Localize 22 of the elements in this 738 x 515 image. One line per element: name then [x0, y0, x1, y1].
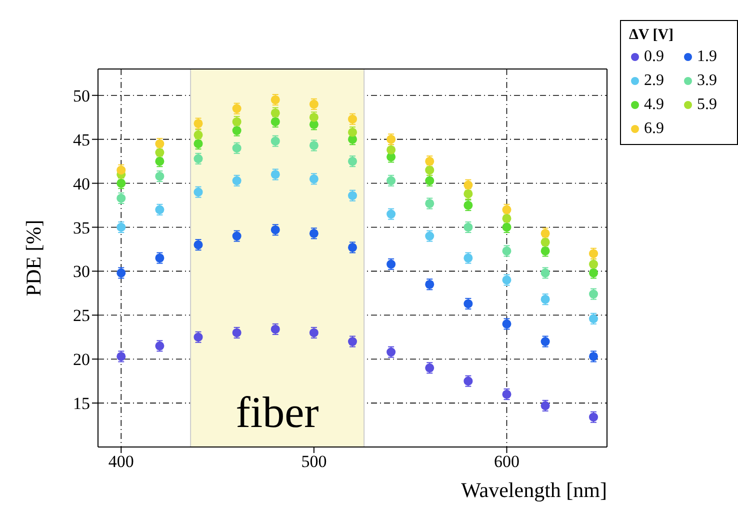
legend-label: 5.9	[697, 96, 717, 114]
legend-label: 2.9	[644, 72, 664, 90]
x-axis-title: Wavelength [nm]	[461, 478, 607, 502]
legend-label: 4.9	[644, 96, 664, 114]
band-label: fiber	[236, 388, 320, 437]
y-tick-label: 50	[73, 86, 90, 106]
y-tick-label: 20	[73, 350, 90, 370]
y-axis-title: PDE [%]	[21, 220, 46, 296]
y-tick-label: 40	[73, 174, 90, 194]
y-tick-label: 15	[73, 394, 90, 414]
legend-label: 0.9	[644, 48, 664, 66]
x-tick-label: 400	[108, 452, 134, 472]
legend-label: 3.9	[697, 72, 717, 90]
y-tick-label: 45	[73, 130, 90, 150]
x-tick-label: 600	[494, 452, 520, 472]
legend-label: 1.9	[697, 48, 717, 66]
legend-title: ΔV [V]	[629, 27, 675, 44]
y-tick-label: 25	[73, 306, 90, 326]
y-tick-label: 30	[73, 262, 90, 282]
y-tick-label: 35	[73, 218, 90, 238]
legend-label: 6.9	[644, 120, 664, 138]
x-tick-label: 500	[301, 452, 327, 472]
